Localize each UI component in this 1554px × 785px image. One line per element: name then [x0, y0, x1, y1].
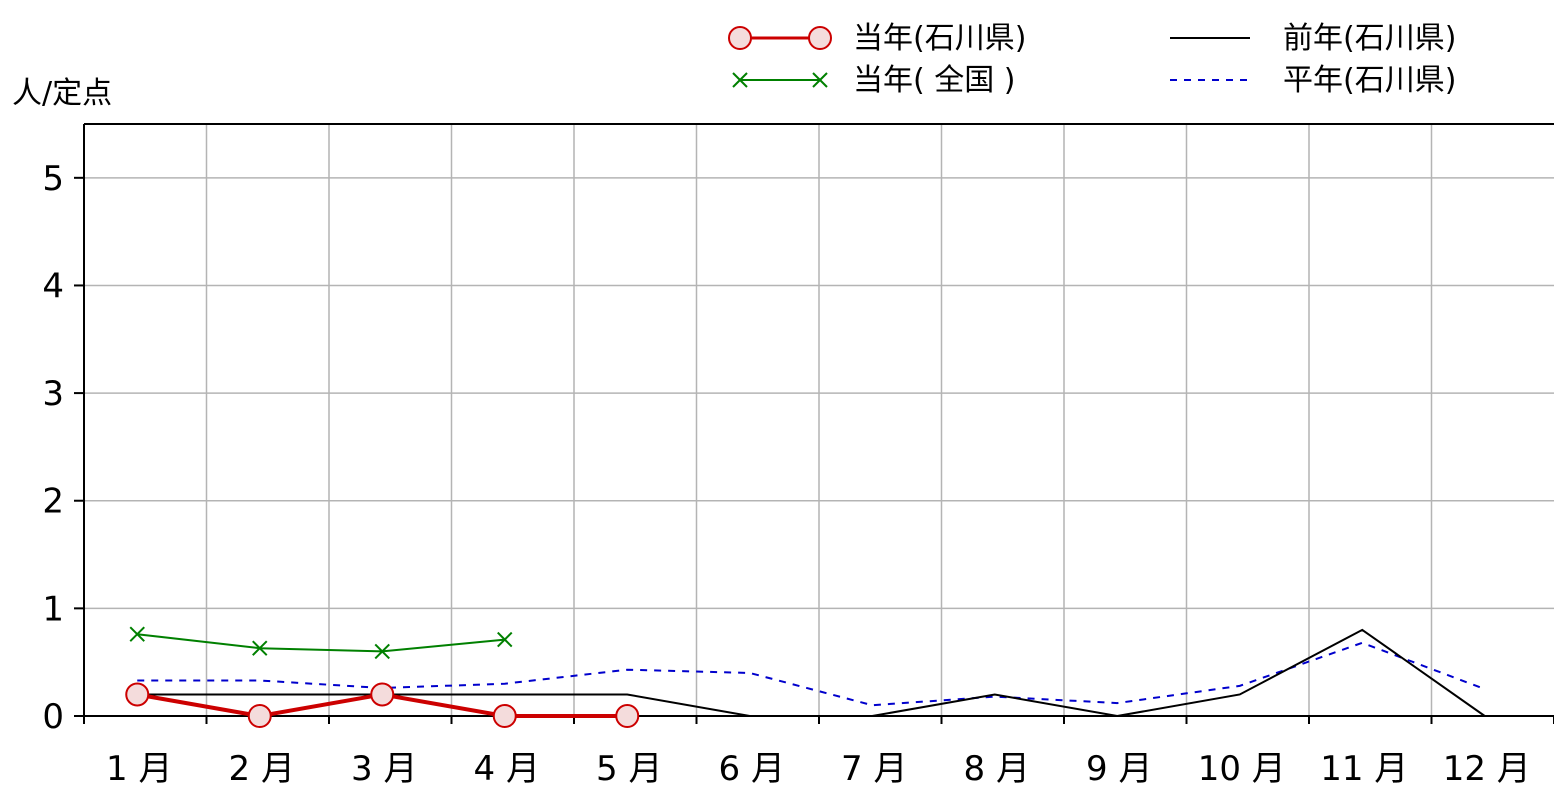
series-markers: [125, 626, 640, 728]
x-tick-label: 12 月: [1443, 749, 1531, 785]
x-tick-label: 5 月: [596, 749, 662, 785]
x-tick-labels: 1 月 2 月 3 月 4 月 5 月 6 月 7 月 8 月 9 月 10 月 11 月 12 月: [106, 749, 1531, 785]
data-point-circle: [615, 704, 640, 728]
data-point-x: [252, 640, 268, 656]
legend-marker-x: [732, 72, 748, 88]
x-tick-label: 6 月: [719, 749, 785, 785]
data-point-x-stroke: [497, 631, 513, 648]
legend-item: 前年(石川県): [1170, 21, 1456, 56]
series-line: [137, 628, 1486, 718]
y-tick-label: 1: [42, 589, 64, 629]
x-tick-label: 3 月: [351, 749, 417, 785]
data-point-x-stroke: [129, 626, 145, 642]
y-tick-label: 4: [42, 266, 64, 306]
legend-item: 当年( 全国 ): [732, 63, 1015, 98]
data-point-x-stroke: [252, 640, 268, 656]
y-tick-label: 5: [42, 159, 64, 199]
x-tick-label: 8 月: [964, 749, 1030, 785]
legend: 当年(石川県) 当年( 全国 ) 前年(石川県) 平年(石川県): [728, 21, 1456, 98]
data-point-circle: [492, 704, 517, 728]
x-tick-label: 4 月: [474, 749, 540, 785]
axes: [74, 123, 1554, 724]
legend-marker-x: [812, 72, 828, 88]
series-line: [137, 633, 505, 653]
data-point-x: [129, 626, 145, 642]
grid-lines: [84, 124, 1554, 716]
legend-item: 平年(石川県): [1170, 63, 1456, 98]
series-line: [137, 641, 1486, 707]
legend-marker-circle: [728, 26, 752, 50]
y-axis-label: 人/定点: [12, 76, 112, 111]
x-tick-label: 9 月: [1086, 749, 1152, 785]
x-tick-label: 7 月: [841, 749, 907, 785]
legend-label: 平年(石川県): [1283, 63, 1456, 98]
y-tick-label: 2: [42, 482, 64, 522]
legend-item: 当年(石川県): [728, 21, 1026, 56]
x-tick-label: 1 月: [106, 749, 172, 785]
legend-label: 当年(石川県): [853, 21, 1026, 56]
legend-label: 前年(石川県): [1283, 21, 1456, 56]
series-lines: [136, 628, 1486, 719]
data-point-circle: [370, 682, 395, 707]
x-tick-label: 2 月: [229, 749, 295, 785]
legend-marker-circle: [808, 26, 832, 50]
y-tick-label: 3: [42, 374, 64, 414]
x-tick-label: 10 月: [1198, 749, 1286, 785]
data-point-circle: [247, 704, 272, 728]
data-point-x: [497, 631, 513, 648]
data-point-x: [374, 643, 390, 660]
data-point-circle: [125, 682, 150, 707]
data-point-x-stroke: [374, 643, 390, 660]
x-tick-label: 11 月: [1320, 749, 1408, 785]
y-tick-label: 0: [42, 697, 64, 737]
legend-label: 当年( 全国 ): [853, 63, 1015, 98]
y-tick-labels: 0 1 2 3 4 5: [42, 159, 64, 737]
